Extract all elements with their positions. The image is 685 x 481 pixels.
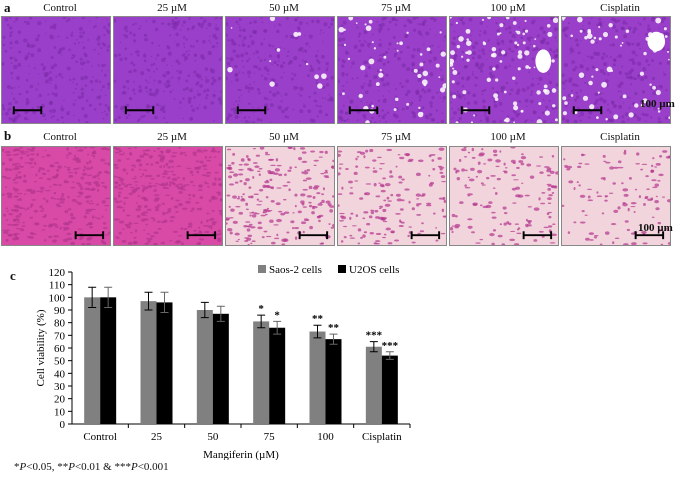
error-bar xyxy=(385,351,394,360)
bar xyxy=(381,355,398,424)
micrograph-a-2 xyxy=(113,16,223,124)
legend-label: Saos-2 cells xyxy=(269,264,322,276)
error-bar xyxy=(200,301,209,319)
legend-label: U2OS cells xyxy=(349,264,399,276)
panel-a-label-3: 50 µM xyxy=(269,2,299,14)
micrograph-b-2 xyxy=(113,146,223,246)
micrograph-a-4 xyxy=(337,16,447,124)
y-tick-label: 50 xyxy=(54,356,66,368)
x-tick-label: Control xyxy=(83,431,117,443)
panel-a-label-2: 25 µM xyxy=(157,2,187,14)
bar xyxy=(156,302,173,424)
micrograph-b-6 xyxy=(561,146,671,246)
panel-b-label-4: 75 µM xyxy=(381,131,411,143)
y-tick-label: 30 xyxy=(54,381,66,393)
bar xyxy=(84,297,101,424)
panel-a-label-6: Cisplatin xyxy=(600,2,640,14)
x-axis-label: Mangiferin (µM) xyxy=(203,449,279,460)
y-tick-label: 110 xyxy=(49,280,66,292)
error-bar xyxy=(369,341,378,353)
bar xyxy=(309,331,326,424)
y-tick-label: 0 xyxy=(60,419,66,431)
bar xyxy=(140,301,157,424)
significance-mark: ** xyxy=(312,313,324,325)
panel-b-label-2: 25 µM xyxy=(157,131,187,143)
significance-mark: ** xyxy=(328,322,340,334)
x-tick-label: 75 xyxy=(264,431,276,443)
bar xyxy=(269,327,286,424)
micrograph-b-3 xyxy=(225,146,335,246)
bar xyxy=(253,321,270,424)
error-bar xyxy=(273,320,282,335)
significance-mark: * xyxy=(274,309,280,321)
y-axis-label: Cell viability (%) xyxy=(35,309,47,386)
x-tick-label: 100 xyxy=(317,431,334,443)
micrograph-b-4 xyxy=(337,146,447,246)
y-tick-label: 100 xyxy=(49,292,66,304)
micrograph-a-3 xyxy=(225,16,335,124)
micrograph-b-1 xyxy=(1,146,111,246)
panel-c-letter: c xyxy=(10,268,16,283)
y-tick-label: 20 xyxy=(54,394,66,406)
micrograph-a-1 xyxy=(1,16,111,124)
y-tick-label: 80 xyxy=(54,318,66,330)
error-bar xyxy=(144,291,153,311)
bar xyxy=(325,339,342,424)
y-tick-label: 10 xyxy=(54,406,66,418)
panel-b-label-5: 100 µM xyxy=(490,131,526,143)
micrograph-a-5 xyxy=(449,16,559,124)
legend-swatch xyxy=(338,265,346,273)
micrograph-a-6 xyxy=(561,16,671,124)
panel-a-letter: a xyxy=(4,0,11,15)
panel-b-label-6: Cisplatin xyxy=(600,131,640,143)
y-tick-label: 70 xyxy=(54,330,66,342)
error-bar xyxy=(104,286,113,308)
x-tick-label: Cisplatin xyxy=(362,431,402,443)
significance-footnote: *P<0.05, **P<0.01 & ***P<0.001 xyxy=(14,461,169,473)
panel-a-label-1: Control xyxy=(43,2,77,14)
significance-mark: * xyxy=(258,303,264,315)
bar xyxy=(212,313,229,424)
bar xyxy=(365,346,382,424)
legend-swatch xyxy=(258,265,266,273)
panel-a-label-5: 100 µM xyxy=(490,2,526,14)
panel-a-label-4: 75 µM xyxy=(381,2,411,14)
error-bar xyxy=(88,286,97,308)
y-tick-label: 40 xyxy=(54,368,66,380)
significance-mark: *** xyxy=(366,330,383,342)
micrograph-b-5 xyxy=(449,146,559,246)
y-tick-label: 60 xyxy=(54,343,66,355)
error-bar xyxy=(313,324,322,339)
y-tick-label: 120 xyxy=(49,267,66,279)
panel-b-label-1: Control xyxy=(43,131,77,143)
error-bar xyxy=(329,333,338,345)
bar xyxy=(100,297,117,424)
panel-b-letter: b xyxy=(4,128,12,143)
y-tick-label: 90 xyxy=(54,305,66,317)
panel-b-label-3: 50 µM xyxy=(269,131,299,143)
x-tick-label: 50 xyxy=(207,431,219,443)
error-bar xyxy=(216,305,225,322)
error-bar xyxy=(257,314,266,329)
panel-b-scale-label: 100 µm xyxy=(638,222,673,234)
panel-a-scale-label: 100 µm xyxy=(640,98,675,110)
significance-mark: *** xyxy=(382,340,399,352)
x-tick-label: 25 xyxy=(151,431,163,443)
error-bar xyxy=(160,291,169,314)
bar xyxy=(196,310,213,424)
